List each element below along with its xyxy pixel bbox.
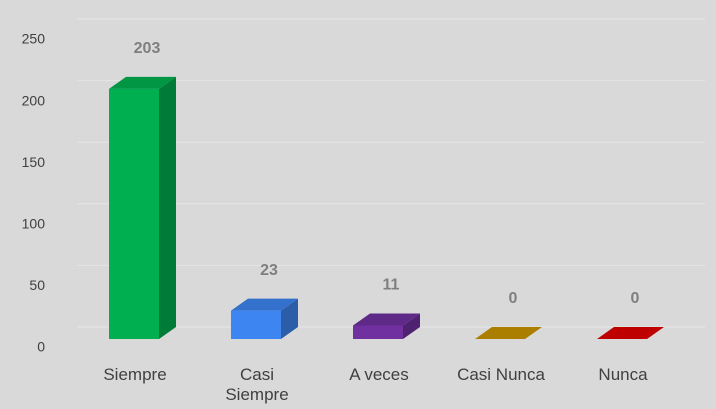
x-tick-label: A veces [349, 365, 409, 384]
x-tick-label: Casi Nunca [457, 365, 545, 384]
value-label: 11 [383, 277, 400, 294]
value-label: 0 [509, 290, 518, 307]
x-tick-label: Nunca [598, 365, 648, 384]
value-label: 0 [631, 290, 640, 307]
value-label: 203 [134, 40, 161, 57]
bar [109, 76, 176, 340]
bar-top [109, 76, 176, 89]
x-tick-label: Casi Siempre [225, 365, 289, 404]
bar [231, 298, 298, 339]
bar-side [403, 313, 420, 339]
y-tick-label: 200 [22, 92, 46, 108]
bar [353, 313, 420, 339]
bar-top [353, 313, 420, 326]
bar-side [159, 76, 176, 340]
y-tick-label: 250 [22, 31, 46, 47]
bar [597, 327, 664, 339]
bar-front [109, 88, 159, 340]
x-tick-label: Siempre [103, 365, 167, 384]
y-tick-label: 50 [29, 277, 45, 293]
bar-top [475, 327, 542, 339]
bar-top [231, 298, 298, 311]
bar-front [231, 310, 281, 339]
y-tick-label: 0 [37, 339, 45, 355]
y-tick-label: 150 [22, 154, 46, 170]
bar-front [353, 325, 403, 339]
y-tick-label: 100 [22, 216, 46, 232]
bar [475, 327, 542, 339]
value-label: 23 [260, 262, 278, 279]
bar-top [597, 327, 664, 339]
bar-side [281, 298, 298, 339]
